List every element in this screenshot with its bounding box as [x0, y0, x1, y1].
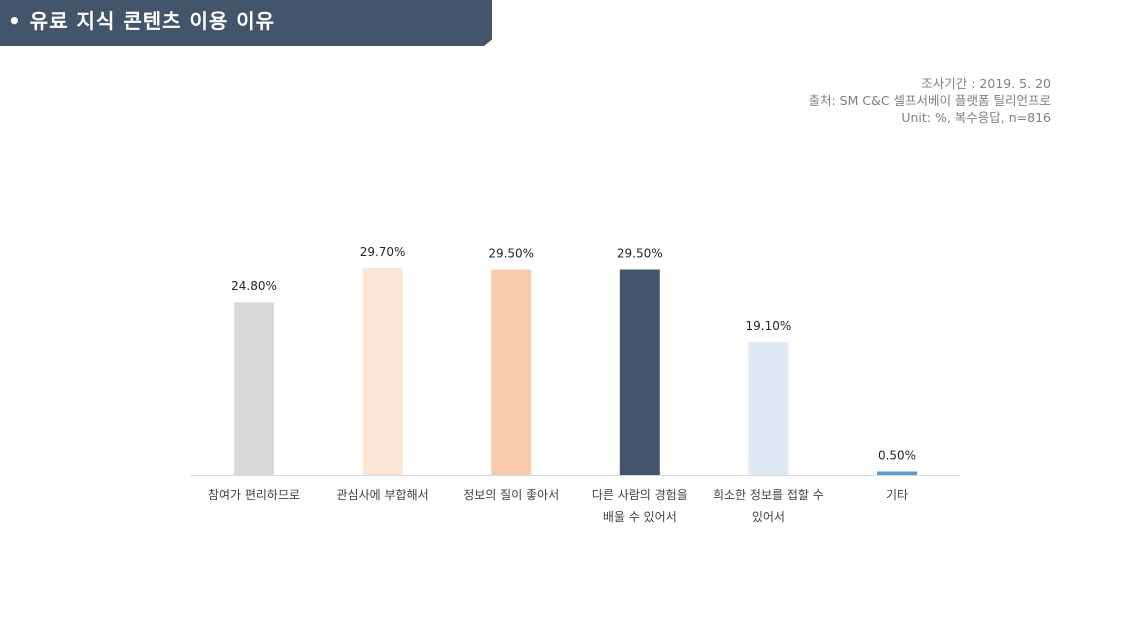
category-label: 있어서 — [752, 510, 785, 524]
data-label: 29.50% — [488, 246, 534, 260]
page-title: • 유료 지식 콘텐츠 이용 이유 — [8, 6, 275, 36]
bar — [362, 268, 403, 475]
data-label: 29.50% — [617, 246, 663, 260]
title-bullet: • — [8, 9, 22, 33]
source-origin: 출처: SM C&C 셀프서베이 플랫폼 틸리언프로 — [808, 93, 1051, 108]
category-label: 희소한 정보를 접할 수 — [713, 488, 824, 502]
category-label: 정보의 질이 좋아서 — [463, 488, 559, 502]
data-label: 19.10% — [746, 319, 792, 333]
category-label: 기타 — [886, 488, 908, 502]
data-label: 0.50% — [878, 449, 916, 463]
source-note: 조사기간 : 2019. 5. 20 출처: SM C&C 셀프서베이 플랫폼 … — [808, 75, 1051, 126]
title-label: 유료 지식 콘텐츠 이용 이유 — [29, 9, 276, 33]
bar — [877, 471, 917, 475]
data-label: 24.80% — [231, 279, 277, 293]
bar — [491, 269, 532, 475]
category-label: 다른 사람의 경험을 — [592, 488, 688, 502]
bar — [234, 302, 274, 475]
category-label: 배울 수 있어서 — [603, 510, 677, 524]
unit-note: Unit: %, 복수응답, n=816 — [901, 110, 1051, 125]
survey-period: 조사기간 : 2019. 5. 20 — [921, 76, 1051, 91]
title-banner: • 유료 지식 콘텐츠 이용 이유 — [0, 0, 492, 46]
category-label: 관심사에 부합해서 — [337, 488, 429, 502]
bar — [748, 341, 789, 475]
category-label: 참여가 편리하므로 — [208, 488, 300, 502]
bar — [619, 269, 660, 475]
data-label: 29.70% — [360, 245, 406, 259]
